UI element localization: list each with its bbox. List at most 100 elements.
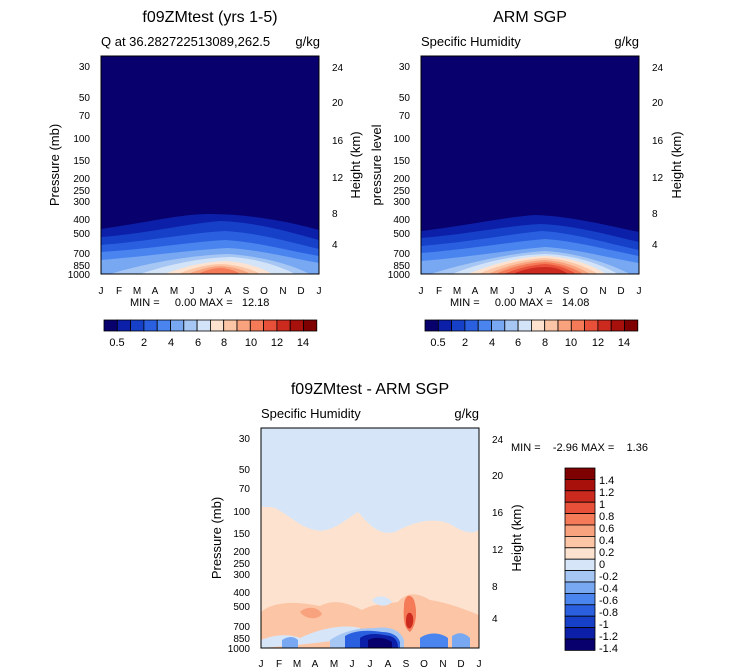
pressure-axis: 30 50 70 100 150 200 250 300 400 500 700…: [47, 62, 90, 281]
height-tick-label: 12: [492, 545, 504, 556]
month-tick-label: J: [208, 286, 213, 297]
colorbar-label: 8: [221, 337, 227, 349]
colorbar-swatch: [564, 593, 596, 606]
month-tick-label: F: [436, 286, 442, 297]
month-tick-label: D: [617, 286, 624, 297]
pressure-tick-label: 1000: [68, 270, 91, 281]
pressure-tick-label: 850: [233, 634, 250, 645]
panel-model: f09ZMtest (yrs 1-5) Q at 36.282722513089…: [47, 9, 363, 349]
height-axis-label: Height (km): [669, 131, 684, 198]
height-tick-label: 12: [652, 173, 664, 184]
colorbar-swatch: [156, 319, 171, 332]
colorbar-label: 0.8: [599, 511, 614, 523]
height-tick-label: 12: [332, 173, 344, 184]
min-max-stats: MIN = -2.96 MAX = 1.36: [511, 442, 648, 454]
month-tick-label: D: [297, 286, 304, 297]
panel-difference: f09ZMtest - ARM SGP Specific Humidity g/…: [209, 381, 648, 670]
month-tick-label: S: [563, 286, 570, 297]
colorbar-label: 10: [245, 337, 257, 349]
colorbar-swatch: [116, 319, 132, 332]
month-tick-label: J: [368, 659, 373, 670]
height-tick-label: 8: [492, 582, 498, 593]
pressure-tick-label: 250: [233, 559, 250, 570]
month-tick-label: D: [457, 659, 464, 670]
colorbar-label: 1.2: [599, 487, 614, 499]
month-tick-label: A: [225, 286, 232, 297]
colorbar-label: 4: [489, 337, 495, 349]
diff-colorbar: 1.4 1.2 1 0.8 0.6 0.4 0.2 0 -0.2 -0.4 -0…: [564, 467, 618, 655]
colorbar-swatch: [564, 467, 596, 480]
pressure-tick-label: 50: [399, 93, 411, 104]
colorbar-swatch: [564, 558, 596, 572]
pressure-tick-label: 50: [79, 93, 91, 104]
contour-field: [421, 56, 639, 274]
units-label: g/kg: [454, 406, 479, 421]
colorbar-swatch: [517, 319, 532, 332]
pressure-tick-label: 150: [233, 529, 250, 540]
pressure-tick-label: 150: [73, 156, 90, 167]
month-tick-label: M: [453, 286, 461, 297]
colorbar-swatch: [557, 319, 572, 332]
colorbar-swatch: [209, 319, 225, 332]
colorbar-swatch: [564, 581, 596, 594]
colorbar-swatch: [263, 319, 278, 332]
month-tick-label: F: [116, 286, 122, 297]
colorbar-label: 2: [462, 337, 468, 349]
pressure-tick-label: 400: [73, 215, 90, 226]
pressure-tick-label: 850: [73, 261, 90, 272]
month-tick-label: J: [510, 286, 515, 297]
colorbar-swatch: [564, 547, 596, 560]
height-tick-label: 24: [652, 63, 664, 74]
colorbar-swatch: [610, 319, 625, 332]
pressure-tick-label: 70: [399, 111, 411, 122]
colorbar-swatch: [183, 319, 198, 332]
colorbar-swatch: [564, 638, 596, 651]
colorbar-swatch: [564, 570, 596, 583]
pressure-tick-label: 700: [73, 249, 90, 260]
colorbar-swatch: [531, 319, 546, 332]
units-label: g/kg: [614, 34, 639, 49]
month-tick-label: A: [545, 286, 552, 297]
height-tick-label: 8: [332, 209, 338, 220]
colorbar-swatches: [564, 467, 596, 651]
colorbar-swatch: [564, 501, 596, 515]
colorbar-label: -0.2: [599, 571, 618, 583]
colorbar-label: 6: [195, 337, 201, 349]
height-tick-label: 4: [652, 240, 658, 251]
height-tick-label: 4: [492, 614, 498, 625]
contour-field: [261, 428, 479, 648]
colorbar-swatch: [196, 319, 211, 332]
pressure-axis-label: Pressure (mb): [209, 497, 224, 579]
height-tick-label: 20: [492, 471, 504, 482]
colorbar-swatch: [584, 319, 599, 332]
month-tick-label: J: [528, 286, 533, 297]
month-tick-label: M: [490, 286, 498, 297]
colorbar-label: 14: [297, 337, 309, 349]
panel-subtitle: Q at 36.282722513089,262.5: [101, 34, 270, 49]
month-tick-label: O: [420, 659, 428, 670]
pressure-tick-label: 300: [393, 197, 410, 208]
colorbar-label: 0.5: [109, 337, 124, 349]
pressure-tick-label: 300: [73, 197, 90, 208]
month-tick-label: J: [477, 659, 482, 670]
pressure-tick-label: 100: [393, 134, 410, 145]
colorbar-label: 1.4: [599, 475, 614, 487]
colorbar-swatch: [223, 319, 238, 332]
height-tick-label: 24: [332, 63, 344, 74]
month-tick-label: S: [243, 286, 250, 297]
pressure-tick-label: 1000: [388, 270, 411, 281]
height-tick-label: 24: [492, 435, 504, 446]
min-max-stats: MIN = 0.00 MAX = 14.08: [450, 297, 589, 309]
month-tick-label: J: [419, 286, 424, 297]
month-tick-label: J: [259, 659, 264, 670]
pressure-tick-label: 150: [393, 156, 410, 167]
month-tick-label: O: [260, 286, 268, 297]
colorbar-swatch: [564, 615, 596, 629]
height-axis: 4 8 12 16 20 24 Height (km): [332, 63, 363, 251]
height-tick-label: 20: [652, 98, 664, 109]
panel-title: ARM SGP: [493, 9, 567, 26]
panel-subtitle: Specific Humidity: [261, 406, 361, 421]
colorbar-swatch: [236, 319, 251, 332]
colorbar-swatch: [143, 319, 158, 332]
month-axis: J F M A M J J A S O N D J: [419, 286, 642, 297]
